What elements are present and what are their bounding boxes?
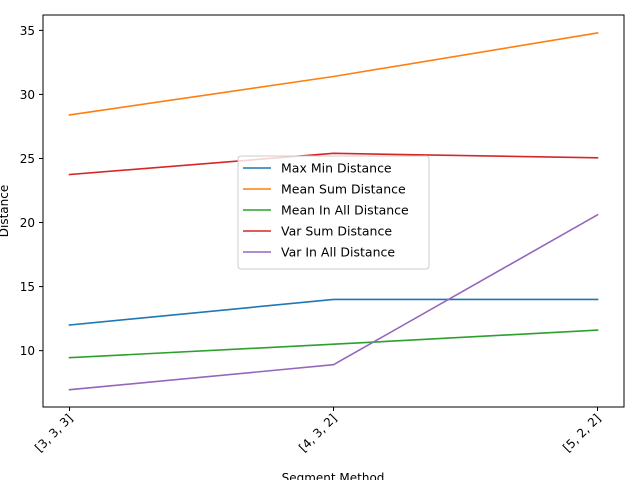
x-axis-label: Segment Method — [282, 471, 385, 480]
y-tick-label: 25 — [20, 152, 35, 166]
legend-label: Var In All Distance — [281, 245, 395, 260]
series-layer — [68, 32, 599, 391]
x-tick-label: [3, 3, 3] — [32, 411, 76, 455]
legend-label: Max Min Distance — [281, 161, 392, 176]
legend-label: Mean In All Distance — [281, 203, 409, 218]
legend-label: Var Sum Distance — [281, 224, 392, 239]
y-axis: 10 15 20 25 30 35 — [20, 24, 43, 358]
y-tick-label: 20 — [20, 216, 35, 230]
legend-label: Mean Sum Distance — [281, 182, 406, 197]
y-tick-label: 35 — [20, 24, 35, 38]
x-tick-label: [4, 3, 2] — [296, 411, 340, 455]
y-tick-label: 30 — [20, 88, 35, 102]
series-line-4 — [68, 152, 599, 176]
y-tick-label: 10 — [20, 344, 35, 358]
series-line-5 — [68, 213, 599, 391]
legend-box — [237, 155, 430, 270]
x-tick-label: [5, 2, 2] — [560, 411, 604, 455]
series-line-3 — [68, 329, 599, 359]
y-tick-label: 15 — [20, 280, 35, 294]
series-line-2 — [68, 32, 599, 116]
x-axis: [3, 3, 3] [4, 3, 2] [5, 2, 2] — [32, 407, 604, 455]
legend: Max Min Distance Mean Sum Distance Mean In… — [237, 155, 430, 270]
y-axis-label: Distance — [0, 185, 11, 237]
series-line-1 — [68, 298, 599, 326]
